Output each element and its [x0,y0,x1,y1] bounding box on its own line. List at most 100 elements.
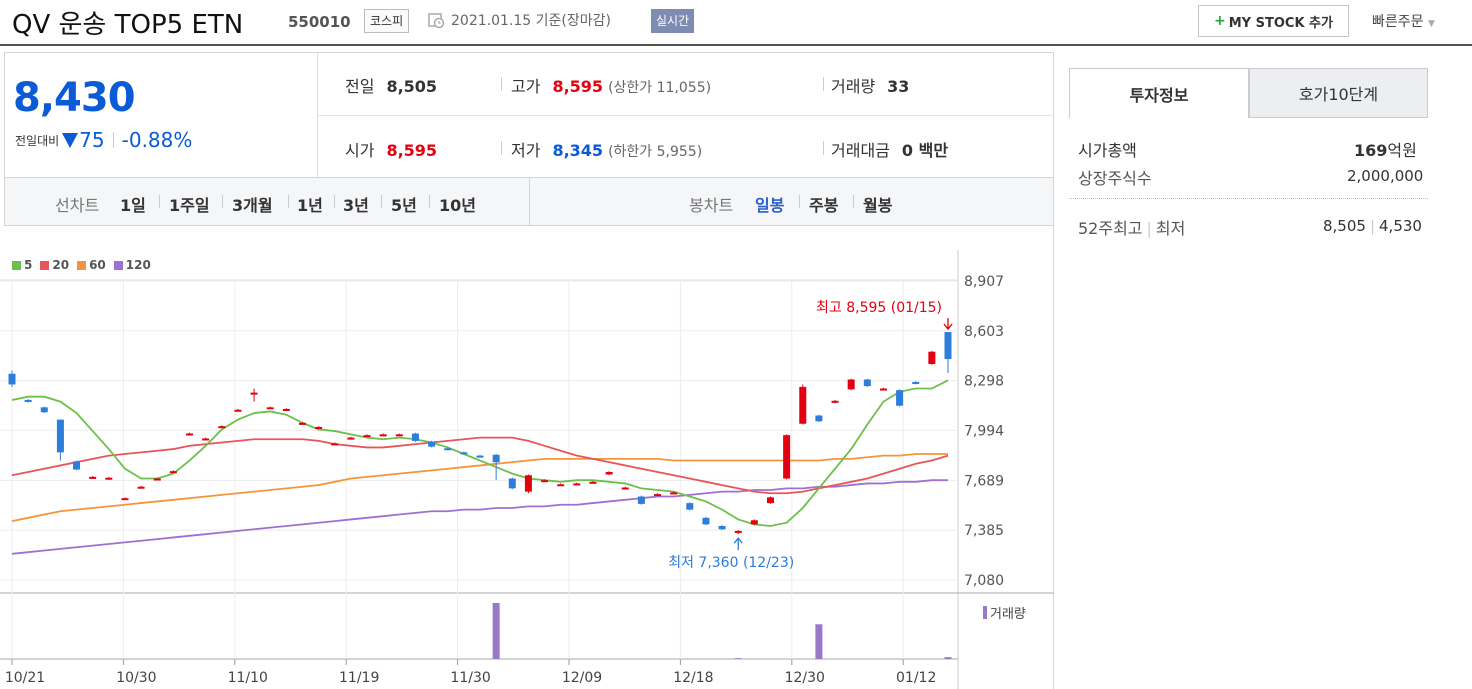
tab-monthly-candle[interactable]: 월봉 [863,196,893,215]
tab-1y[interactable]: 1년 [297,196,323,215]
ma20-line [11,436,949,495]
legend-item: 5 [12,258,32,272]
change-percent: -0.88% [121,128,193,152]
tab-daily-candle[interactable]: 일봉 [755,196,785,215]
legend-swatch [12,260,21,270]
legend-label: 5 [24,258,33,272]
stat-amount: 거래대금 0 백만 [831,137,948,161]
candle [428,441,436,447]
candle [654,494,662,497]
candle [928,351,936,364]
volume-bar [734,658,742,659]
divider [823,141,824,155]
tab-weekly-candle[interactable]: 주봉 [809,196,839,215]
candle [169,471,177,474]
tab-1d[interactable]: 1일 [120,196,146,215]
x-tick-label: 10/21 [5,670,45,686]
stat-label: 시가 [345,141,375,160]
quick-order-label: 빠른주문 [1372,14,1424,30]
candle [718,525,726,530]
divider [318,115,1054,116]
stat-label: 저가 [511,141,541,160]
y-tick-label: 7,689 [964,473,1004,489]
candle [331,443,339,446]
realtime-badge[interactable]: 실시간 [651,9,695,33]
x-tick-label: 12/09 [562,670,602,686]
stat-label: 거래량 [831,77,876,96]
candle [250,392,258,395]
y-tick-label: 8,298 [964,374,1004,390]
x-tick-label: 12/18 [673,670,713,686]
tab-invest-info[interactable]: 투자정보 [1069,68,1249,118]
candle [234,409,242,412]
candle [879,388,887,391]
candle [298,422,306,425]
candle [105,477,113,480]
stat-value: 8,345 [552,141,604,160]
market-cap-label: 시가총액 [1078,141,1137,160]
candle [73,461,81,470]
my-stock-add-button[interactable]: + MY STOCK 추가 [1198,5,1349,37]
candle-chart-label: 봉차트 [689,196,734,215]
divider [1069,198,1428,199]
candlestick-chart[interactable]: 8,907 8,603 8,298 7,994 7,689 7,385 7,080 10/21… [0,0,1054,689]
stat-low: 저가 8,345 (하한가 5,955) [511,137,702,161]
volume-bar [815,624,823,659]
x-tick-label: 11/10 [228,670,268,686]
chart-legend: 5 20 60 120 [12,258,151,272]
tab-5y[interactable]: 5년 [391,196,417,215]
y-tick-label: 7,994 [964,423,1004,439]
candle [24,399,32,402]
low-arrow-head [733,537,743,544]
candle [637,496,645,504]
ma60-line [11,453,948,522]
legend-item: 60 [77,258,106,272]
candle [766,497,774,504]
separator: | [1369,217,1376,235]
market-badge: 코스피 [364,9,410,33]
x-tick-label: 01/12 [896,670,936,686]
quick-order-button[interactable]: 빠른주문 ▼ [1372,11,1435,31]
candle [218,426,226,429]
divider [112,132,114,148]
candle [621,487,629,490]
candle [282,408,290,411]
x-tick-label: 11/30 [450,670,490,686]
divider [823,77,824,91]
divider [501,77,502,91]
stat-value: 0 백만 [901,141,949,160]
candle [573,483,581,486]
stat-value: 8,505 [386,77,438,96]
week52-low-value: 4,530 [1379,217,1422,235]
tab-1w[interactable]: 1주일 [169,196,210,215]
tab-3y[interactable]: 3년 [343,196,369,215]
line-chart-label: 선차트 [55,196,100,215]
stat-volume: 거래량 33 [831,73,909,97]
high-arrow-head [943,323,953,331]
candle [734,530,742,533]
candle [492,454,500,463]
stock-name: QV 운송 TOP5 ETN [12,10,244,40]
y-tick-label: 7,080 [964,573,1004,589]
legend-swatch [77,260,87,270]
divider [529,178,530,225]
divider [799,195,800,208]
candle [137,486,145,489]
tab-3m[interactable]: 3개월 [232,196,273,215]
tab-10y[interactable]: 10년 [439,196,476,215]
volume-legend-label: 거래량 [990,607,1026,622]
stat-open: 시가 8,595 [345,137,437,161]
shares-value: 2,000,000 [1347,167,1424,185]
candle [702,517,710,525]
divider [317,53,318,177]
y-tick-label: 8,907 [964,274,1004,290]
ma120-line [11,479,948,555]
volume-bar [492,603,500,659]
separator: | [1146,219,1152,238]
stat-value: 8,595 [552,77,604,96]
low-annotation: 최저 7,360 (12/23) [668,555,794,571]
down-triangle-icon [62,132,79,148]
tab-quote-10[interactable]: 호가10단계 [1249,68,1428,118]
candle [89,476,97,479]
candle [266,407,274,410]
